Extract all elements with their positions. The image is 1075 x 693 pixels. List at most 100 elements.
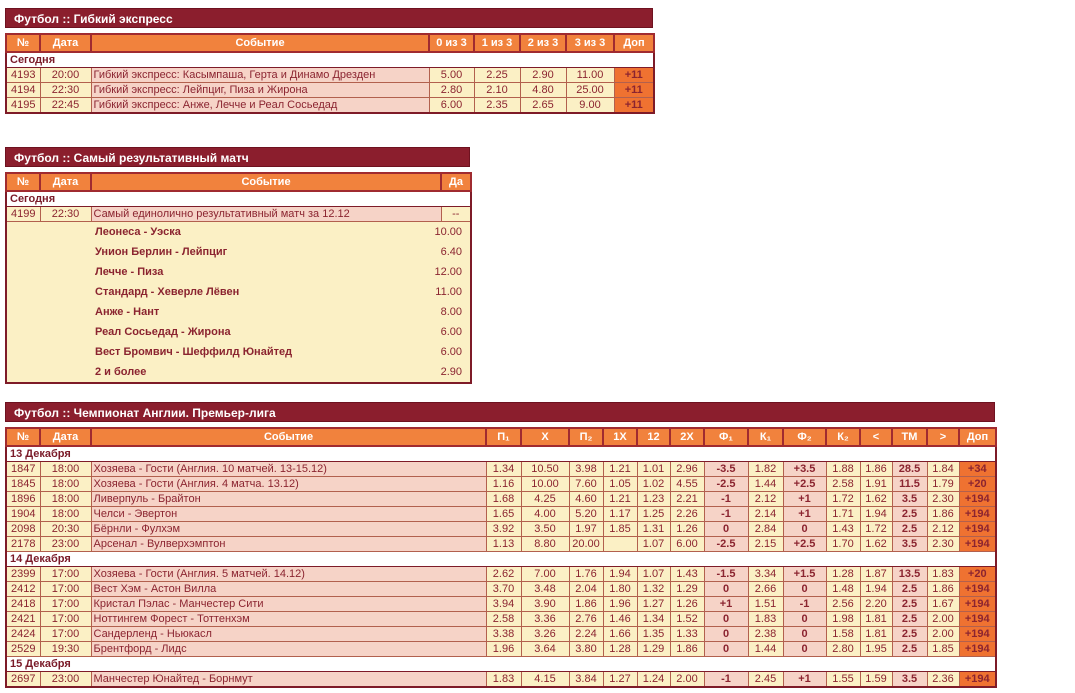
odds-cell[interactable]: 1.01 [636, 461, 671, 477]
odds-cell[interactable]: 2.58 [825, 476, 861, 492]
odds-cell[interactable]: 2.66 [747, 581, 784, 597]
event-name-cell[interactable]: Манчестер Юнайтед - Борнмут [90, 671, 487, 688]
odds-cell[interactable]: 1.05 [602, 476, 638, 492]
odds-cell[interactable]: 2.76 [568, 611, 604, 627]
odds-cell[interactable]: 2.00 [926, 626, 960, 642]
extra-markets-button[interactable]: +11 [613, 97, 655, 114]
odds-cell[interactable]: 1.26 [669, 596, 705, 612]
odds-cell[interactable]: 1.33 [669, 626, 705, 642]
odds-cell[interactable]: 4.00 [520, 506, 570, 522]
odds-cell[interactable]: 1.68 [485, 491, 522, 507]
odds-cell[interactable]: 2.35 [473, 97, 521, 114]
odds-cell[interactable]: 2.14 [747, 506, 784, 522]
odds-cell[interactable]: 1.48 [825, 581, 861, 597]
odds-cell[interactable]: 4.60 [568, 491, 604, 507]
odds-cell[interactable]: 4.55 [669, 476, 705, 492]
odds-cell[interactable]: 1.85 [602, 521, 638, 537]
event-name-cell[interactable]: Челси - Эвертон [90, 506, 487, 522]
odds-cell[interactable]: 1.31 [636, 521, 671, 537]
odds-cell[interactable]: 1.96 [602, 596, 638, 612]
extra-markets-button[interactable]: +194 [958, 626, 997, 642]
extra-markets-button[interactable]: +11 [613, 82, 655, 98]
odds-cell[interactable]: 4.25 [520, 491, 570, 507]
odds-cell[interactable]: 3.70 [485, 581, 522, 597]
odds-cell[interactable]: 1.65 [485, 506, 522, 522]
odds-cell[interactable]: 10.50 [520, 461, 570, 477]
extra-markets-button[interactable]: +194 [958, 581, 997, 597]
odds-cell[interactable]: 1.86 [926, 506, 960, 522]
odds-cell[interactable]: 6.00 [428, 97, 475, 114]
odds-cell[interactable]: 1.84 [926, 461, 960, 477]
odds-cell[interactable]: 1.98 [825, 611, 861, 627]
event-name-cell[interactable]: Гибкий экспресс: Лейпциг, Пиза и Жирона [90, 82, 430, 98]
odds-cell[interactable]: 1.88 [825, 461, 861, 477]
odds-cell[interactable]: 1.59 [859, 671, 893, 688]
odds-cell[interactable]: 1.27 [636, 596, 671, 612]
odds-cell[interactable]: 1.83 [926, 566, 960, 582]
odds-cell[interactable]: 7.00 [520, 566, 570, 582]
odds-cell[interactable]: 3.84 [568, 671, 604, 688]
extra-markets-button[interactable]: +34 [958, 461, 997, 477]
odds-cell[interactable]: 1.97 [568, 521, 604, 537]
odds-cell[interactable]: 1.67 [926, 596, 960, 612]
odds-cell[interactable]: 1.72 [859, 521, 893, 537]
odds-cell[interactable]: 6.00 [669, 536, 705, 552]
odds-cell[interactable]: 1.44 [747, 476, 784, 492]
extra-markets-button[interactable]: +194 [958, 596, 997, 612]
odds-cell[interactable]: 3.50 [520, 521, 570, 537]
extra-markets-button[interactable]: +194 [958, 506, 997, 522]
extra-markets-button[interactable]: +194 [958, 491, 997, 507]
odds-cell[interactable]: 2.80 [825, 641, 861, 657]
odds-cell[interactable]: 1.16 [485, 476, 522, 492]
odds-cell[interactable]: 3.64 [520, 641, 570, 657]
odds-cell[interactable]: 1.58 [825, 626, 861, 642]
odds-cell[interactable]: 4.80 [519, 82, 567, 98]
odds-cell[interactable]: 2.62 [485, 566, 522, 582]
event-name-cell[interactable]: Вест Хэм - Астон Вилла [90, 581, 487, 597]
odds-cell[interactable]: 3.80 [568, 641, 604, 657]
odds-cell[interactable]: 3.34 [747, 566, 784, 582]
odds-cell[interactable]: 2.58 [485, 611, 522, 627]
odds-cell[interactable]: 2.84 [747, 521, 784, 537]
odds-cell[interactable]: 1.35 [636, 626, 671, 642]
odds-cell[interactable]: 3.90 [520, 596, 570, 612]
odds-cell[interactable]: 3.94 [485, 596, 522, 612]
odds-cell[interactable]: 2.24 [568, 626, 604, 642]
odds-cell[interactable]: 1.44 [747, 641, 784, 657]
odds-cell[interactable]: 1.86 [859, 461, 893, 477]
event-name-cell[interactable]: Гибкий экспресс: Касымпаша, Герта и Дина… [90, 67, 430, 83]
odds-cell[interactable]: 1.82 [747, 461, 784, 477]
odds-cell[interactable]: 1.23 [636, 491, 671, 507]
odds-cell[interactable]: 1.94 [859, 506, 893, 522]
odds-cell[interactable]: 1.43 [825, 521, 861, 537]
odds-cell[interactable]: 2.10 [473, 82, 521, 98]
odds-cell[interactable]: 5.20 [568, 506, 604, 522]
outcome-odds-cell[interactable]: 6.40 [440, 246, 462, 258]
odds-cell[interactable]: 1.76 [568, 566, 604, 582]
extra-markets-button[interactable]: +20 [958, 566, 997, 582]
odds-cell[interactable]: 1.71 [825, 506, 861, 522]
odds-cell[interactable]: 1.07 [636, 566, 671, 582]
odds-cell[interactable]: 4.15 [520, 671, 570, 688]
event-name-cell[interactable]: Брентфорд - Лидс [90, 641, 487, 657]
odds-cell[interactable]: 5.00 [428, 67, 475, 83]
odds-cell[interactable]: 1.94 [859, 581, 893, 597]
odds-cell[interactable]: 3.48 [520, 581, 570, 597]
odds-cell[interactable]: 1.55 [825, 671, 861, 688]
event-name-cell[interactable]: Бёрнли - Фулхэм [90, 521, 487, 537]
outcome-odds-cell[interactable]: 10.00 [434, 226, 462, 238]
outcome-odds-cell[interactable]: 6.00 [440, 326, 462, 338]
odds-cell[interactable]: 2.30 [926, 536, 960, 552]
odds-cell[interactable]: 1.62 [859, 491, 893, 507]
odds-cell[interactable]: 1.80 [602, 581, 638, 597]
odds-cell[interactable]: 1.72 [825, 491, 861, 507]
event-name-cell[interactable]: Арсенал - Вулверхэмптон [90, 536, 487, 552]
odds-cell[interactable]: 3.38 [485, 626, 522, 642]
extra-markets-button[interactable]: +11 [613, 67, 655, 83]
odds-cell[interactable]: 1.24 [636, 671, 671, 688]
event-name-cell[interactable]: Ливерпуль - Брайтон [90, 491, 487, 507]
odds-cell[interactable]: 2.30 [926, 491, 960, 507]
odds-cell[interactable]: 1.29 [636, 641, 671, 657]
event-name-cell[interactable]: Хозяева - Гости (Англия. 10 матчей. 13-1… [90, 461, 487, 477]
odds-cell[interactable]: 1.52 [669, 611, 705, 627]
